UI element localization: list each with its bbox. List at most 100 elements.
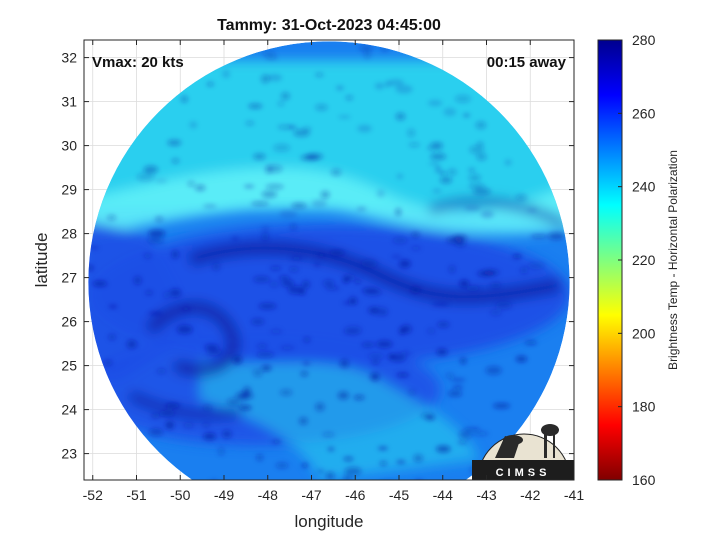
swath-speckle [414,479,424,480]
swath-speckle [261,232,269,241]
swath-speckle [92,280,107,287]
x-tick-label: -46 [345,487,365,503]
swath-speckle [279,209,298,218]
swath-speckle [232,355,243,365]
swath-speckle [370,372,380,382]
swath-speckle [356,207,367,211]
swath-speckle [374,82,385,90]
swath-speckle [516,194,527,201]
swath-speckle [323,279,335,287]
x-tick-label: -42 [520,487,540,503]
swath-speckle [204,344,219,351]
swath-speckle [194,184,206,191]
swath-speckle [395,112,406,121]
cimss-logo: CIMSS [472,424,574,481]
swath-speckle [148,311,163,316]
x-tick-label: -50 [170,487,190,503]
swath-speckle [524,340,537,345]
swath-speckle [276,488,290,491]
swath-speckle [452,385,464,389]
swath-speckle [376,189,385,198]
swath-speckle [280,389,293,396]
swath-speckle [436,445,451,453]
swath-speckle [262,51,276,57]
swath-speckle [261,365,272,372]
swath-speckle [301,280,310,289]
swath-speckle [171,250,179,259]
x-tick-label: -41 [564,487,584,503]
swath-speckle [273,144,291,152]
swath-speckle [458,430,472,440]
swath-speckle [260,507,275,511]
swath-speckle [363,50,371,59]
colorbar: 160 180 200 220 240 260 280 Brightness Temp - … [597,32,680,488]
swath-speckle [183,422,194,428]
swath-speckle [317,469,325,473]
y-tick-label: 27 [61,270,77,286]
swath-speckle [322,432,335,438]
swath-speckle [266,164,283,173]
swath-speckle [256,454,264,461]
swath-speckle [299,289,306,295]
swath-speckle [291,202,307,209]
swath-speckle [443,107,457,117]
swath-speckle [480,210,494,219]
plot-frame [83,39,575,481]
swath-speckle [476,141,484,147]
swath-speckle [326,286,340,291]
swath-speckle [504,159,512,166]
swath-speckle [464,205,481,212]
swath-speckle [256,351,275,358]
swath-speckle [261,74,270,84]
swath-speckle [448,390,463,397]
swath-speckle [430,142,443,147]
swath-speckle [485,366,502,375]
swath-speckle [203,432,217,441]
y-tick-label: 25 [61,358,77,374]
colorbar-tick-label: 180 [632,399,656,415]
swath-speckle [354,279,361,284]
y-tick-label: 29 [61,182,77,198]
swath-speckle [180,95,188,103]
chart-title: Tammy: 31-Oct-2023 04:45:00 [217,17,441,34]
swath-speckle [265,184,284,190]
swath-speckle [527,262,545,270]
swath-speckle [428,99,443,107]
swath-swirl [145,301,240,376]
colorbar-tick-label: 200 [632,325,656,341]
swath-speckle [231,236,239,241]
swath-speckle [252,504,265,508]
swath-speckle [235,391,254,400]
swath-speckle [396,173,403,179]
swath-speckle [163,291,170,299]
swath-speckle [260,225,270,232]
swath-speckle [349,296,357,305]
swath-speckle [180,307,192,311]
swath-speckle [371,359,380,365]
swath-speckle [206,349,223,356]
swath-speckle [378,446,388,450]
swath-speckle [156,368,166,375]
swath-speckle [169,288,182,298]
swath-speckle [176,324,193,334]
swath-speckle [290,223,297,230]
swath-speckle [526,208,538,212]
swath-speckle [435,165,442,174]
swath-speckle [447,168,457,176]
swath-speckle [202,404,212,411]
swath-speckle [344,274,356,281]
swath-speckle [289,256,304,261]
swath-speckle [490,282,501,289]
swath-speckle [463,113,470,117]
colorbar-label: Brightness Temp - Horizontal Polarizatio… [666,150,680,370]
y-tick-label: 32 [61,50,77,66]
swath-speckle [136,172,155,182]
swath-speckle [395,208,402,217]
swath-speckle [251,201,269,206]
swath-lower-dark-band [127,390,241,420]
swath-speckle [281,279,295,287]
swath-speckle [396,372,409,378]
swath-speckle [343,330,360,334]
swath-speckle [361,259,378,268]
swath-speckle [281,92,290,100]
